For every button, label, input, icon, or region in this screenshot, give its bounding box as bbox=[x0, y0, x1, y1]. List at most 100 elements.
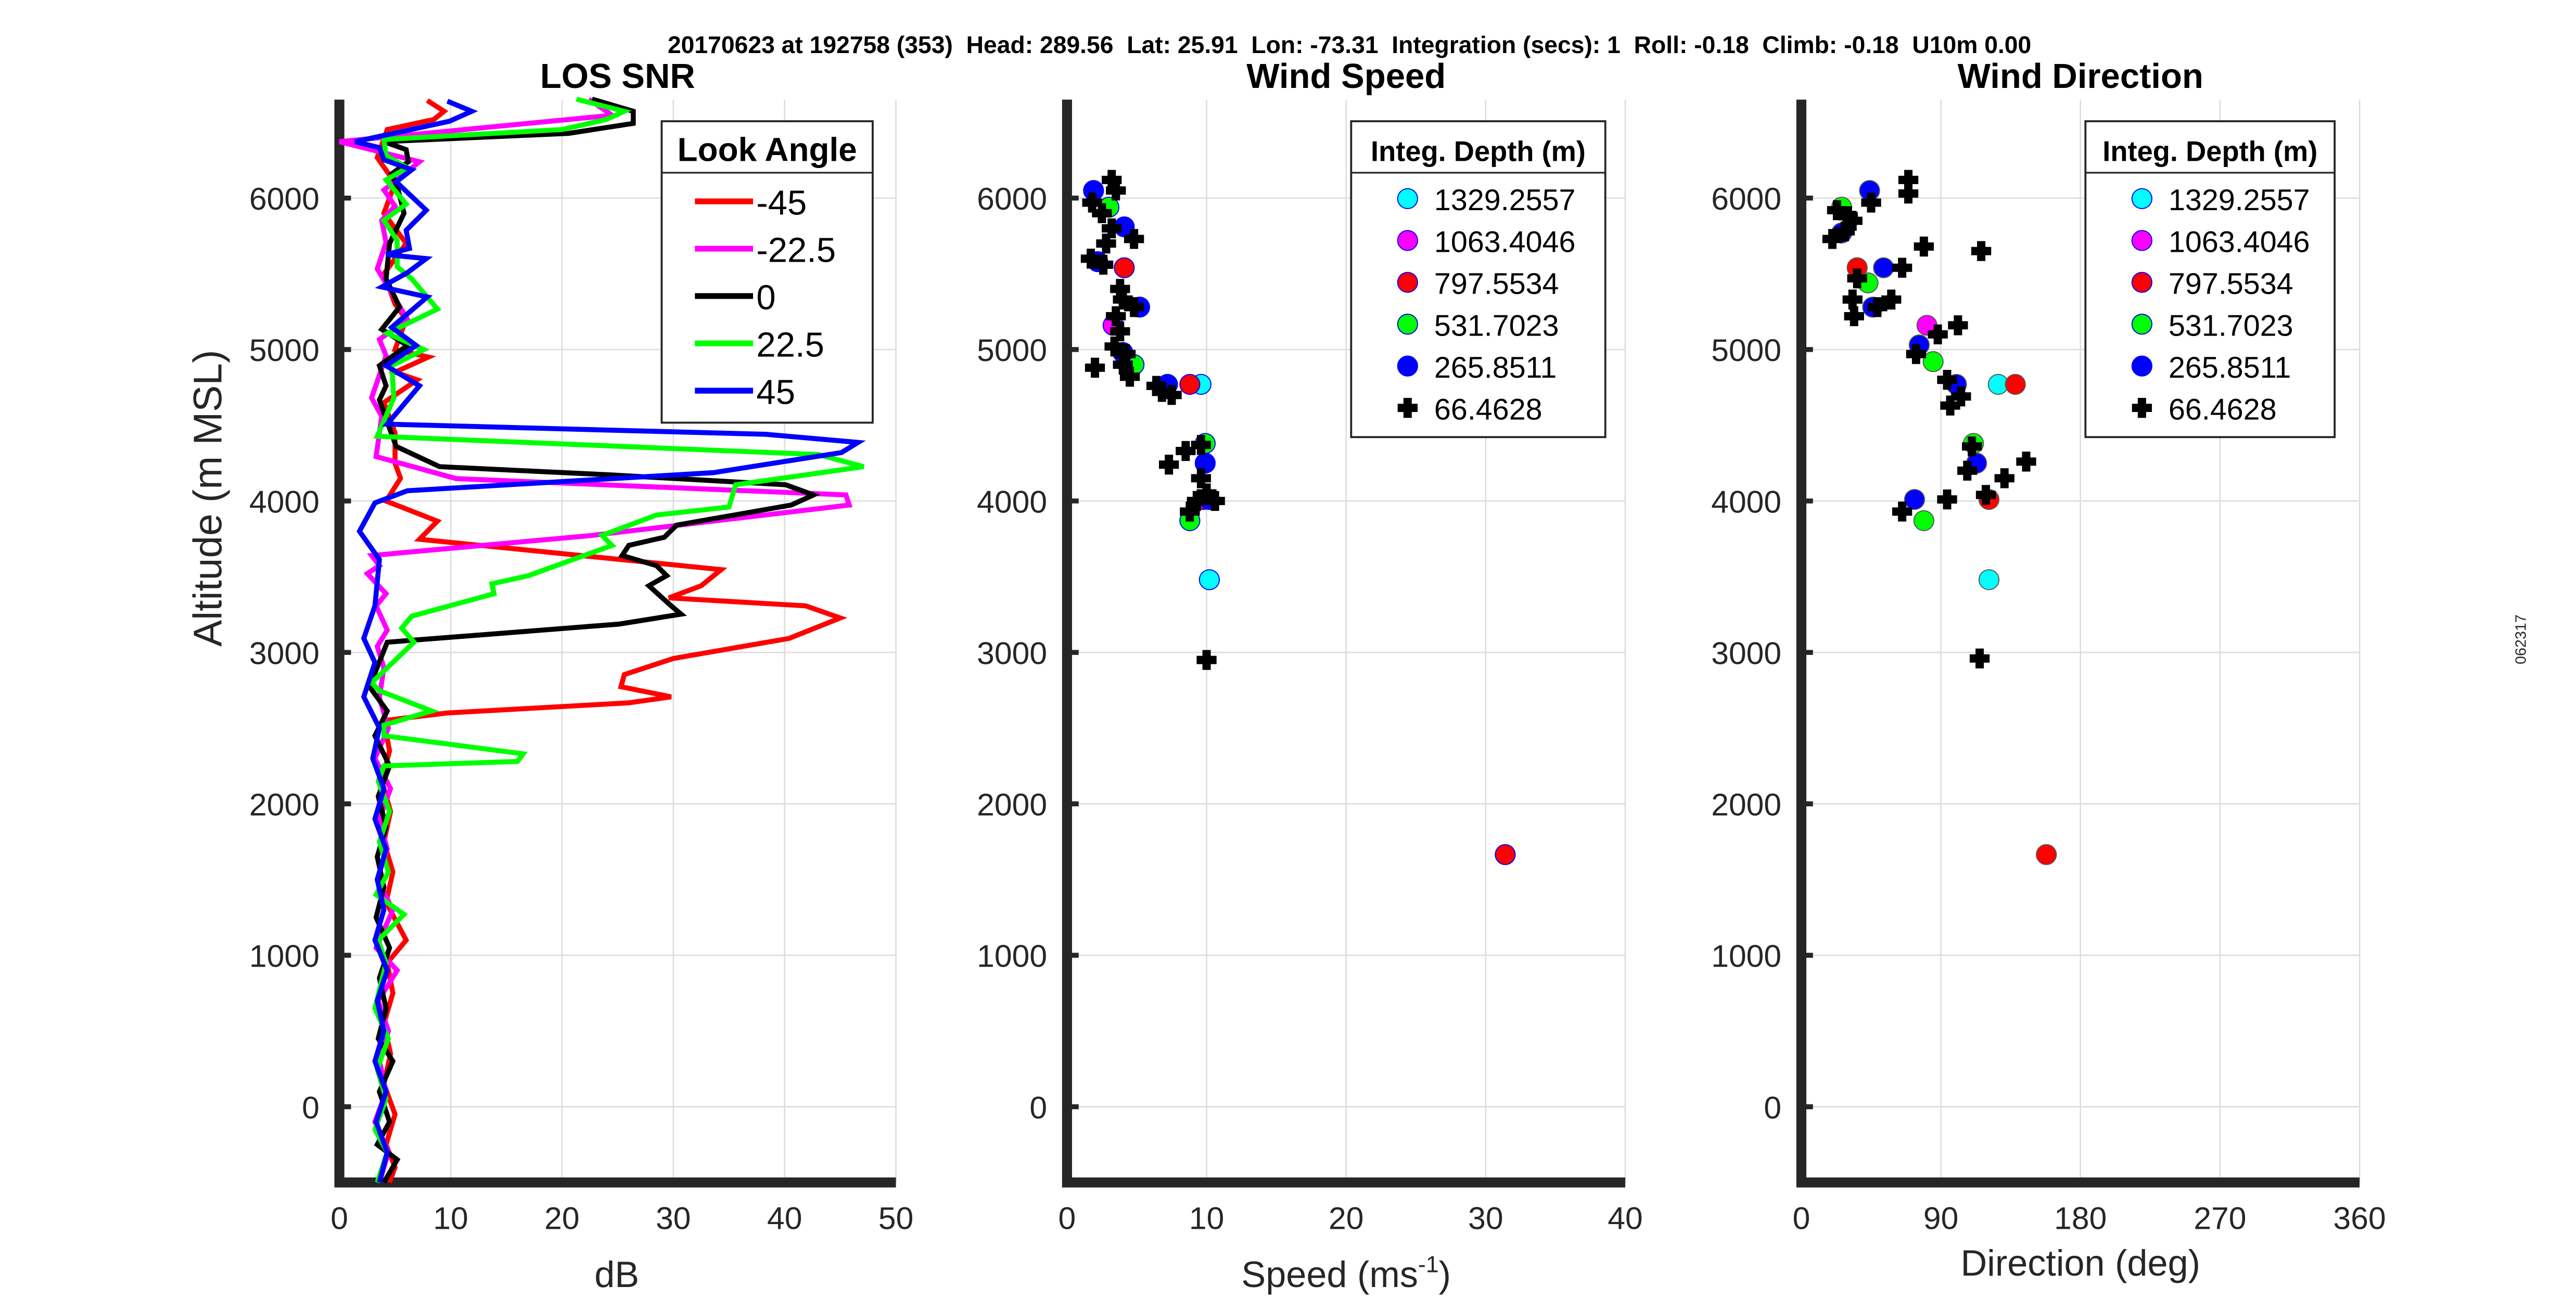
data-point-plus bbox=[1119, 367, 1140, 387]
legend-box bbox=[660, 120, 874, 424]
legend-marker-plus bbox=[1397, 397, 1418, 418]
legend-title: Look Angle bbox=[678, 131, 857, 169]
data-point-plus bbox=[1827, 200, 1847, 221]
x-axis-label-end: ) bbox=[1439, 1254, 1451, 1295]
legend-box bbox=[1350, 120, 1606, 439]
legend-label: 531.7023 bbox=[1434, 310, 1559, 343]
data-point-plus bbox=[1844, 306, 1864, 326]
y-tick-label: 0 bbox=[1029, 1090, 1047, 1125]
legend-label: 66.4628 bbox=[1434, 393, 1542, 426]
y-tick-label: 2000 bbox=[977, 787, 1047, 822]
legend-marker bbox=[2131, 188, 2153, 209]
series-22.5 bbox=[368, 96, 864, 1184]
legend-label: 265.8511 bbox=[2169, 351, 2291, 384]
data-point-plus bbox=[2016, 452, 2036, 472]
data-point-plus bbox=[1104, 336, 1125, 357]
legend-label: 1063.4046 bbox=[2169, 226, 2310, 259]
data-point bbox=[1495, 844, 1516, 865]
data-point-plus bbox=[1124, 229, 1144, 249]
data-point-plus bbox=[1969, 648, 1990, 668]
x-axis-label-text: Speed (ms bbox=[1241, 1254, 1418, 1295]
data-point-plus bbox=[1191, 435, 1212, 455]
data-point-plus bbox=[1951, 386, 1971, 407]
data-point-plus bbox=[1196, 483, 1217, 504]
y-tick-label: 3000 bbox=[249, 635, 320, 671]
x-tick-label: 90 bbox=[1923, 1200, 1958, 1236]
y-tick-label: 4000 bbox=[977, 484, 1047, 519]
data-point-plus bbox=[1962, 436, 1982, 457]
plot-title: Wind Direction bbox=[1958, 57, 2203, 96]
series-66.4628 bbox=[1822, 170, 2036, 668]
data-point bbox=[2036, 844, 2057, 865]
figure-header: 20170623 at 192758 (353) Head: 289.56 La… bbox=[668, 31, 2031, 58]
series-line bbox=[354, 98, 866, 1184]
data-point bbox=[1873, 257, 1894, 278]
data-point-plus bbox=[1205, 491, 1225, 511]
legend-label: 1329.2557 bbox=[2169, 184, 2310, 217]
x-tick-label: 50 bbox=[878, 1200, 913, 1236]
data-point-plus bbox=[1842, 211, 1863, 231]
legend-label: 1329.2557 bbox=[1434, 184, 1576, 217]
data-point-plus bbox=[1898, 170, 1919, 190]
data-point-plus bbox=[1914, 236, 1934, 257]
legend-marker bbox=[2131, 355, 2153, 377]
y-tick-label: 0 bbox=[302, 1090, 320, 1125]
y-tick-label: 6000 bbox=[977, 181, 1047, 216]
series-45 bbox=[354, 98, 866, 1184]
data-point-plus bbox=[1937, 369, 1957, 390]
data-point-plus bbox=[1106, 306, 1126, 326]
data-point-plus bbox=[1096, 233, 1116, 254]
data-point-plus bbox=[1180, 501, 1200, 522]
subplot-wind-speed: 0 10 20 30 40 0 1000 2000 3000 4000 5000 6000 Wind S… bbox=[977, 57, 1643, 1295]
data-point bbox=[2005, 374, 2026, 395]
data-point-plus bbox=[1085, 357, 1105, 378]
x-axis-label: dB bbox=[594, 1254, 639, 1295]
data-point-plus bbox=[1892, 501, 1912, 522]
series-531.7023 bbox=[1831, 197, 1984, 531]
data-point-plus bbox=[1115, 344, 1136, 364]
legend-marker bbox=[1397, 272, 1418, 293]
data-point-plus bbox=[1892, 258, 1912, 278]
data-point-plus bbox=[1102, 218, 1122, 239]
legend-label: 22.5 bbox=[756, 326, 824, 365]
data-point-plus bbox=[1842, 289, 1863, 310]
legend-label: 45 bbox=[756, 373, 795, 412]
data-point-plus bbox=[1187, 491, 1207, 511]
x-tick-label: 30 bbox=[1468, 1200, 1503, 1236]
subplot-los-snr: 0 10 20 30 40 50 0 1000 2000 3000 4000 5000 6000 LOS … bbox=[249, 57, 913, 1295]
data-point-plus bbox=[1146, 376, 1167, 396]
legend: Look Angle -45 -22.5 0 22.5 45 bbox=[660, 120, 874, 424]
legend-marker bbox=[2131, 272, 2153, 293]
data-point-plus bbox=[1082, 192, 1102, 213]
legend: Integ. Depth (m) 1329.2557 1063.4046 797.55… bbox=[1350, 120, 1606, 439]
data-point bbox=[1194, 453, 1216, 474]
data-point bbox=[1913, 510, 1934, 531]
data-point-plus bbox=[1080, 249, 1101, 269]
data-point-plus bbox=[1834, 221, 1855, 241]
y-tick-label: 2000 bbox=[249, 787, 320, 822]
subplot-wind-direction: 0 90 180 270 360 0 1000 2000 3000 4000 5000 6000 Win… bbox=[1711, 57, 2386, 1283]
data-point-plus bbox=[1975, 485, 1996, 505]
legend-marker bbox=[1397, 314, 1418, 335]
legend-label: -45 bbox=[756, 184, 807, 223]
legend-marker bbox=[1397, 355, 1418, 377]
y-tick-label: 3000 bbox=[1711, 635, 1781, 671]
x-axis-label-text: dB bbox=[594, 1254, 639, 1295]
data-point-plus bbox=[1957, 460, 1978, 481]
data-point bbox=[1198, 569, 1220, 590]
legend: Integ. Depth (m) 1329.2557 1063.4046 797.55… bbox=[2084, 120, 2336, 439]
legend-label: 66.4628 bbox=[2169, 393, 2277, 426]
y-tick-label: 1000 bbox=[249, 938, 320, 974]
y-tick-label: 1000 bbox=[977, 938, 1047, 974]
legend-label: -22.5 bbox=[756, 231, 836, 270]
y-tick-label: 3000 bbox=[977, 635, 1047, 671]
legend-marker bbox=[1397, 188, 1418, 209]
data-point-plus bbox=[1937, 489, 1957, 510]
y-tick-label: 2000 bbox=[1711, 787, 1781, 822]
series-0 bbox=[366, 96, 820, 1184]
legend-box bbox=[2084, 120, 2336, 439]
data-point-plus bbox=[1092, 203, 1112, 224]
axis-lines bbox=[1796, 99, 2360, 1188]
y-tick-label: 0 bbox=[1764, 1090, 1781, 1125]
y-tick-label: 4000 bbox=[249, 484, 320, 519]
